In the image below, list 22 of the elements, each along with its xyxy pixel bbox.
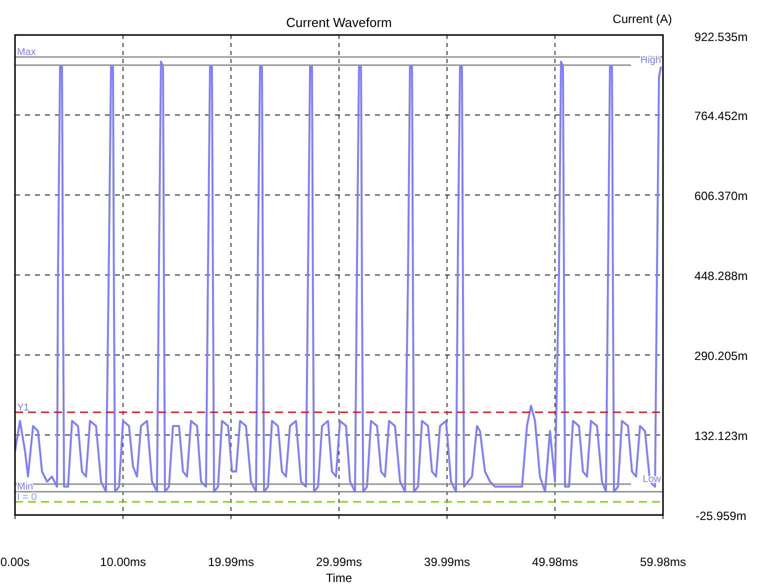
x-tick-label: 10.00ms xyxy=(100,555,146,569)
y-tick-label: 290.205m xyxy=(694,349,748,363)
x-tick-label: 29.99ms xyxy=(316,555,362,569)
x-tick-label: 49.98ms xyxy=(532,555,578,569)
y-tick-label: 922.535m xyxy=(694,30,748,44)
ref-line-label: I = 0 xyxy=(17,492,38,503)
x-tick-label: 39.99ms xyxy=(424,555,470,569)
y-tick-label: 132.123m xyxy=(694,429,748,443)
y-tick-label: 448.288m xyxy=(694,269,748,283)
ref-line-label: High xyxy=(640,55,661,66)
y-tick-label: 764.452m xyxy=(694,109,748,123)
y-axis-title: Current (A) xyxy=(612,12,672,26)
ref-line-label: Y1 xyxy=(17,402,30,414)
x-tick-label: 59.98ms xyxy=(640,555,686,569)
y-tick-label: -25.959m xyxy=(696,509,746,523)
ref-line-label: Min xyxy=(17,482,34,493)
x-tick-label: 0.00s xyxy=(0,555,30,569)
chart-title: Current Waveform xyxy=(286,15,392,30)
y-tick-label: 606.370m xyxy=(694,189,748,203)
x-axis-title: Time xyxy=(326,571,352,585)
x-tick-label: 19.99ms xyxy=(208,555,254,569)
ref-line-label: Max xyxy=(17,47,36,58)
